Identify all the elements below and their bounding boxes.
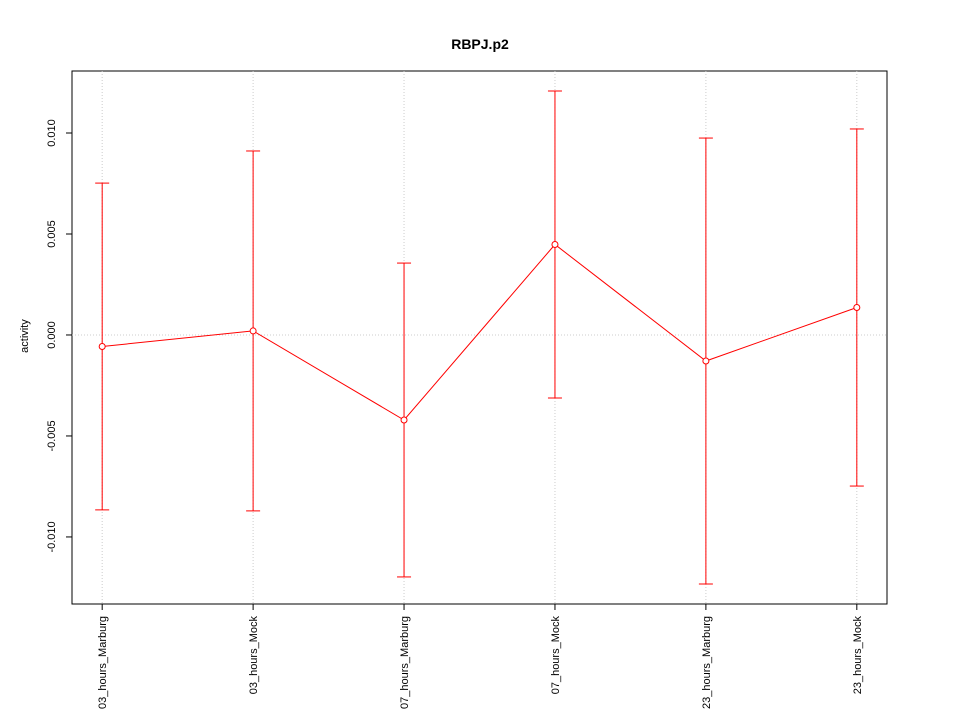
x-tick-label: 07_hours_Mock xyxy=(550,616,562,695)
y-tick-label: -0.005 xyxy=(46,420,58,451)
data-point xyxy=(551,240,559,248)
y-tick-label: -0.010 xyxy=(46,521,58,552)
data-point xyxy=(98,342,106,350)
x-tick-label: 03_hours_Marburg xyxy=(97,616,109,709)
data-point xyxy=(702,357,710,365)
data-line xyxy=(102,243,857,421)
y-tick-label: 0.000 xyxy=(46,321,58,349)
x-tick-label: 23_hours_Marburg xyxy=(701,616,713,709)
y-tick-label: 0.005 xyxy=(46,220,58,248)
plot-frame xyxy=(71,70,888,605)
x-tick-label: 07_hours_Marburg xyxy=(399,616,411,709)
x-tick-label: 03_hours_Mock xyxy=(248,616,260,695)
y-tick-label: 0.010 xyxy=(46,119,58,147)
data-point xyxy=(853,304,861,312)
chart-title: RBPJ.p2 xyxy=(451,36,509,52)
data-point xyxy=(400,416,408,424)
data-point xyxy=(249,327,257,335)
x-tick-label: 23_hours_Mock xyxy=(852,616,864,695)
y-axis-label: activity xyxy=(19,319,31,353)
